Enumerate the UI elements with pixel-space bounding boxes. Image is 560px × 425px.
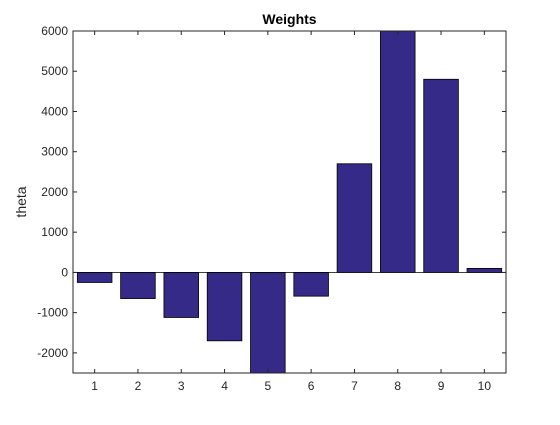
y-axis-label: theta: [13, 186, 29, 217]
y-tick-label: 5000: [41, 64, 68, 78]
y-tick-label: 1000: [41, 225, 68, 239]
x-tick-label: 8: [394, 379, 401, 393]
x-axis: 1 2 3 4 5 6 7 8 9 10: [91, 31, 491, 393]
y-axis: -2000 -1000 0 1000 2000 3000 4000 5000 6000: [37, 24, 506, 360]
bar-3: [163, 272, 199, 318]
bar-1: [76, 272, 113, 283]
chart-title: Weights: [262, 11, 316, 27]
bar-8: [380, 30, 416, 273]
axes-box: [72, 30, 507, 374]
x-tick-label: 3: [178, 379, 185, 393]
y-tick-label: 2000: [41, 185, 68, 199]
x-tick-label: 10: [478, 379, 492, 393]
y-tick-label: 0: [61, 265, 68, 279]
bar-5: [250, 272, 286, 374]
bar-4: [206, 272, 243, 342]
x-tick-label: 5: [265, 379, 272, 393]
bar-7: [336, 163, 373, 273]
y-tick-label: -2000: [37, 346, 68, 360]
y-tick-label: -1000: [37, 306, 68, 320]
bar-2: [120, 272, 156, 299]
y-tick-label: 4000: [41, 104, 68, 118]
bar-6: [293, 272, 329, 297]
x-tick-label: 2: [135, 379, 142, 393]
x-tick-label: 9: [438, 379, 445, 393]
y-tick-label: 6000: [41, 24, 68, 38]
bars-group: [76, 30, 503, 374]
bar-9: [423, 78, 459, 273]
x-tick-label: 7: [351, 379, 358, 393]
y-tick-label: 3000: [41, 145, 68, 159]
x-tick-label: 6: [308, 379, 315, 393]
bar-10: [466, 267, 503, 273]
x-tick-label: 1: [91, 379, 98, 393]
x-tick-label: 4: [221, 379, 228, 393]
